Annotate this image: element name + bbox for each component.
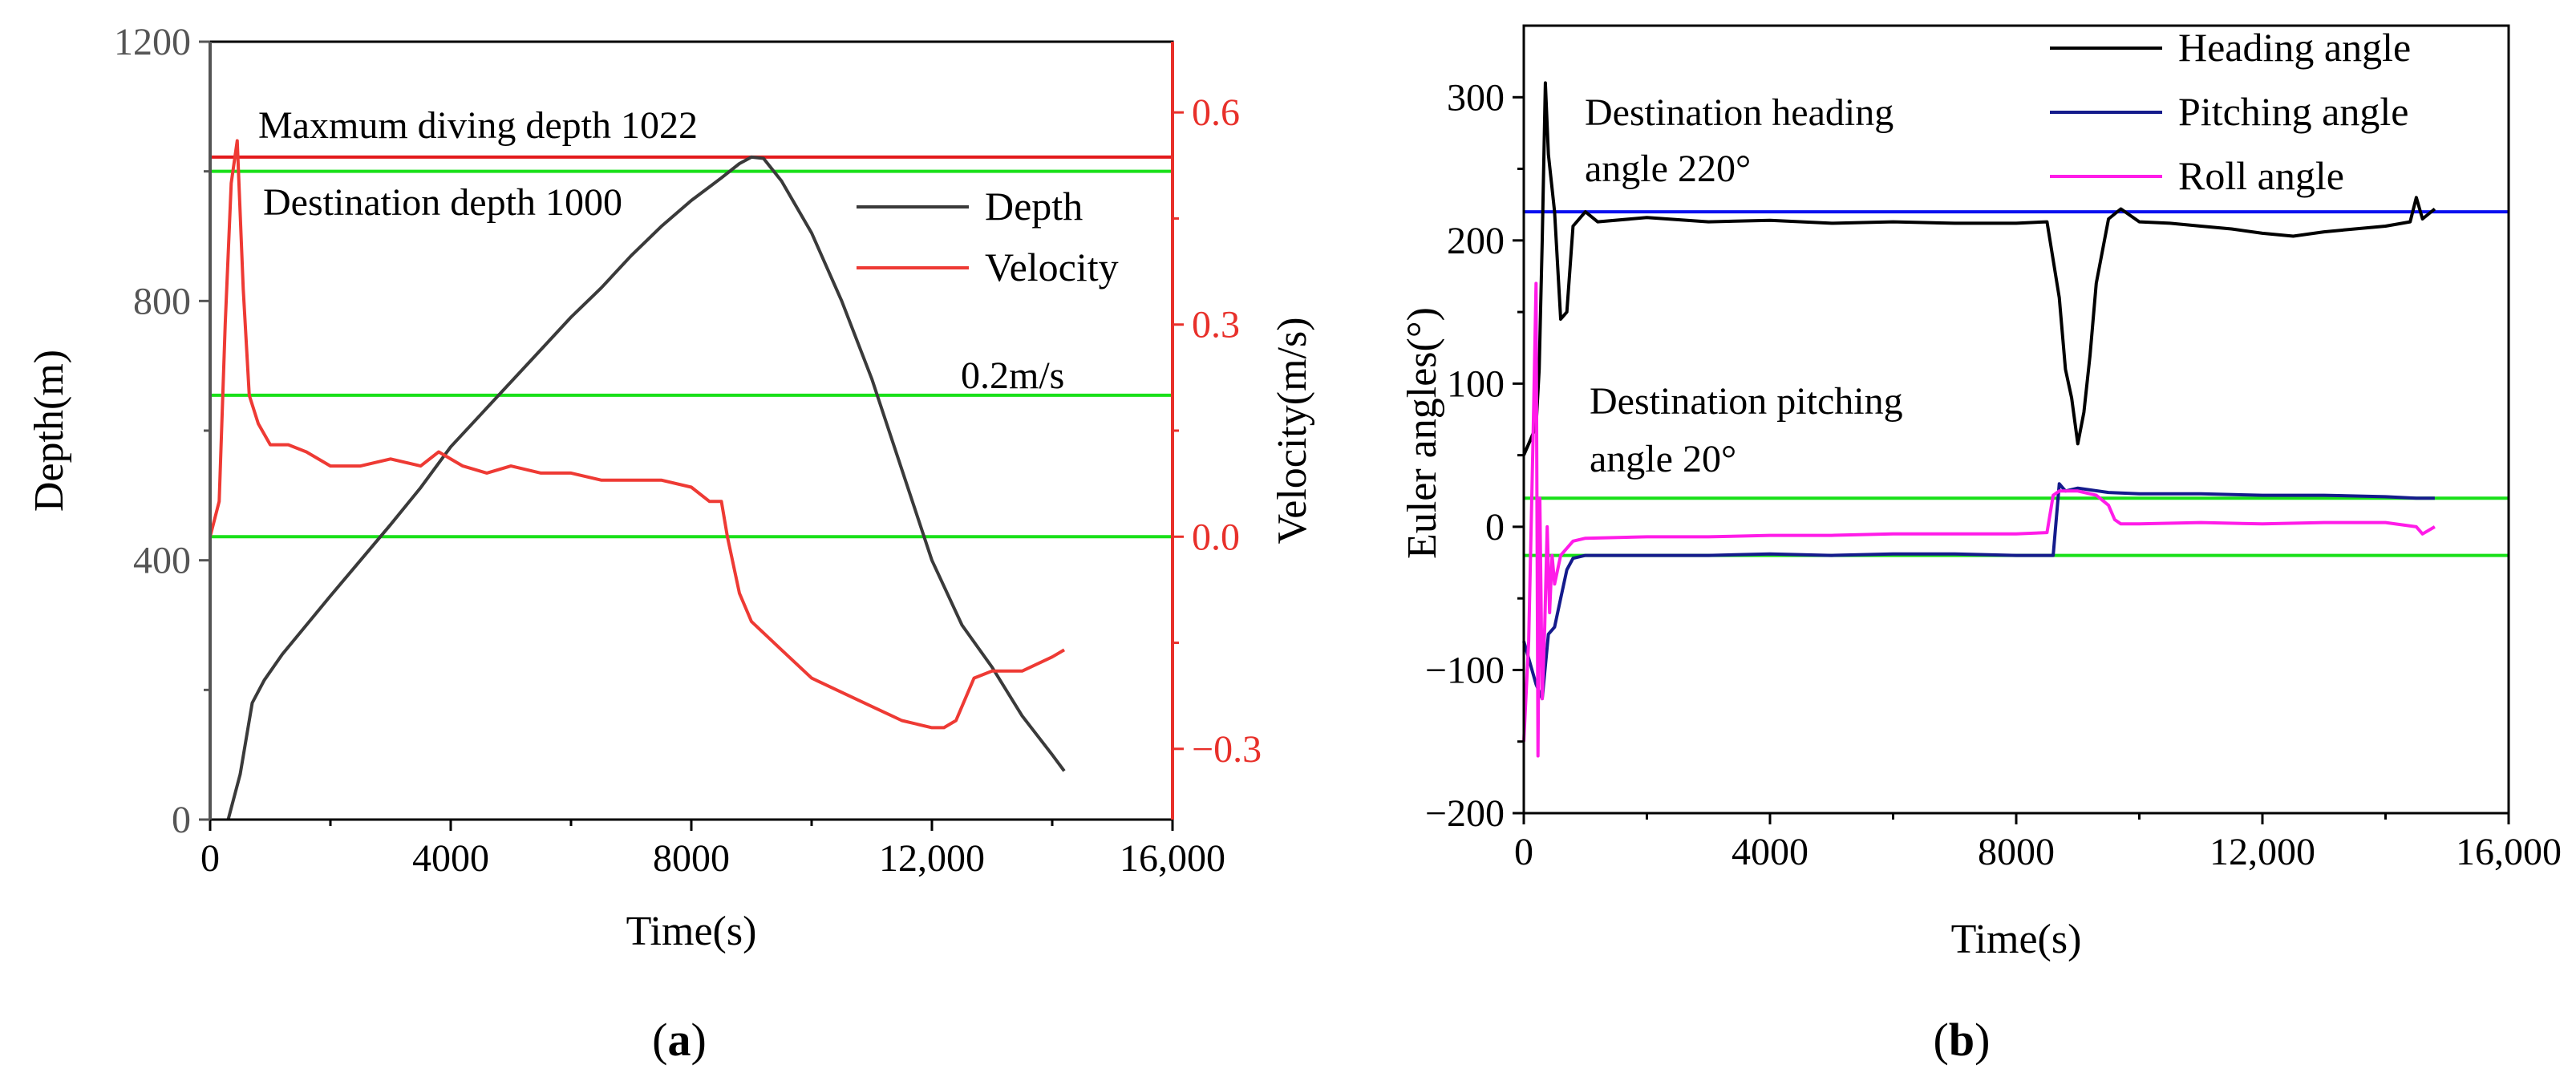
b-y-tick-label: −200 xyxy=(1425,792,1505,835)
chart-a: 0 4000 8000 12,000 16,000 0 400 800 1200 −0.3 0.… xyxy=(26,21,1315,1066)
a-legend: Depth Velocity xyxy=(857,184,1119,289)
b-y-tick-label: −100 xyxy=(1425,649,1505,691)
b-legend-heading-label: Heading angle xyxy=(2178,25,2411,70)
a-y2-tick-label: 0.3 xyxy=(1192,304,1240,346)
b-legend-pitching-label: Pitching angle xyxy=(2178,89,2408,134)
a-legend-depth-label: Depth xyxy=(985,184,1083,229)
a-series-velocity-line xyxy=(209,139,1066,730)
a-y2-tick-label: 0.6 xyxy=(1192,91,1240,134)
b-x-tick-label: 8000 xyxy=(1978,831,2055,873)
b-x-ticks: 0 4000 8000 12,000 16,000 xyxy=(1514,813,2562,873)
a-x-tick-label: 12,000 xyxy=(879,837,985,880)
a-series xyxy=(209,139,1066,820)
a-y-tick-label: 0 xyxy=(172,799,191,841)
a-x-tick-label: 0 xyxy=(200,837,220,880)
a-y-tick-label: 800 xyxy=(133,280,191,322)
b-legend-roll-label: Roll angle xyxy=(2178,153,2344,198)
a-x-tick-label: 16,000 xyxy=(1120,837,1225,880)
a-y2-tick-label: 0.0 xyxy=(1192,516,1240,558)
b-legend: Heading angle Pitching angle Roll angle xyxy=(2050,25,2411,198)
a-legend-velocity-label: Velocity xyxy=(985,245,1119,289)
b-y-axis-title: Euler angles(°) xyxy=(1399,307,1445,559)
b-series-heading-angle-line xyxy=(1522,81,2436,456)
b-pitching-ref-label-line2: angle 20° xyxy=(1590,438,1736,480)
b-x-axis-title: Time(s) xyxy=(1951,917,2082,962)
a-y2-axis-title: Velocity(m/s) xyxy=(1270,317,1315,544)
b-series-roll-angle-line xyxy=(1522,281,2436,758)
b-pitching-ref-label-line1: Destination pitching xyxy=(1590,380,1903,423)
a-y-tick-label: 1200 xyxy=(114,21,191,63)
a-series-depth-line xyxy=(226,155,1066,820)
a-velocity-ref-label: 0.2m/s xyxy=(961,354,1064,397)
b-x-tick-label: 12,000 xyxy=(2209,831,2315,873)
a-destination-depth-label: Destination depth 1000 xyxy=(263,181,622,224)
a-x-tick-label: 4000 xyxy=(412,837,489,880)
a-y2-tick-label: −0.3 xyxy=(1192,728,1262,771)
b-y-ticks: −200 −100 0 100 200 300 xyxy=(1425,76,1524,835)
a-x-tick-label: 8000 xyxy=(653,837,730,880)
b-x-tick-label: 0 xyxy=(1514,831,1533,873)
chart-b: 0 4000 8000 12,000 16,000 −200 −100 0 100 200 300… xyxy=(1399,24,2562,1066)
b-y-tick-label: 0 xyxy=(1485,506,1505,549)
b-x-tick-label: 16,000 xyxy=(2456,831,2562,873)
b-heading-ref-label-line2: angle 220° xyxy=(1585,148,1751,190)
b-heading-ref-label-line1: Destination heading xyxy=(1585,91,1894,134)
b-caption: (b) xyxy=(1934,1014,1991,1066)
a-y-axis-title: Depth(m) xyxy=(26,350,72,512)
b-series xyxy=(1522,81,2436,758)
a-x-ticks: 0 4000 8000 12,000 16,000 xyxy=(200,820,1225,880)
a-x-axis-title: Time(s) xyxy=(626,909,757,954)
a-max-depth-label: Maxmum diving depth 1022 xyxy=(258,104,698,147)
b-series-pitching-angle-line xyxy=(1522,482,2435,701)
a-caption: (a) xyxy=(652,1014,707,1066)
a-y-ticks: 0 400 800 1200 xyxy=(114,21,210,841)
b-x-tick-label: 4000 xyxy=(1732,831,1808,873)
b-y-tick-label: 200 xyxy=(1447,220,1505,262)
a-reference-lines xyxy=(210,155,1173,539)
b-y-tick-label: 300 xyxy=(1447,76,1505,119)
a-y2-ticks: −0.3 0.0 0.3 0.6 xyxy=(1173,91,1262,771)
a-y-tick-label: 400 xyxy=(133,540,191,582)
b-y-tick-label: 100 xyxy=(1447,362,1505,405)
